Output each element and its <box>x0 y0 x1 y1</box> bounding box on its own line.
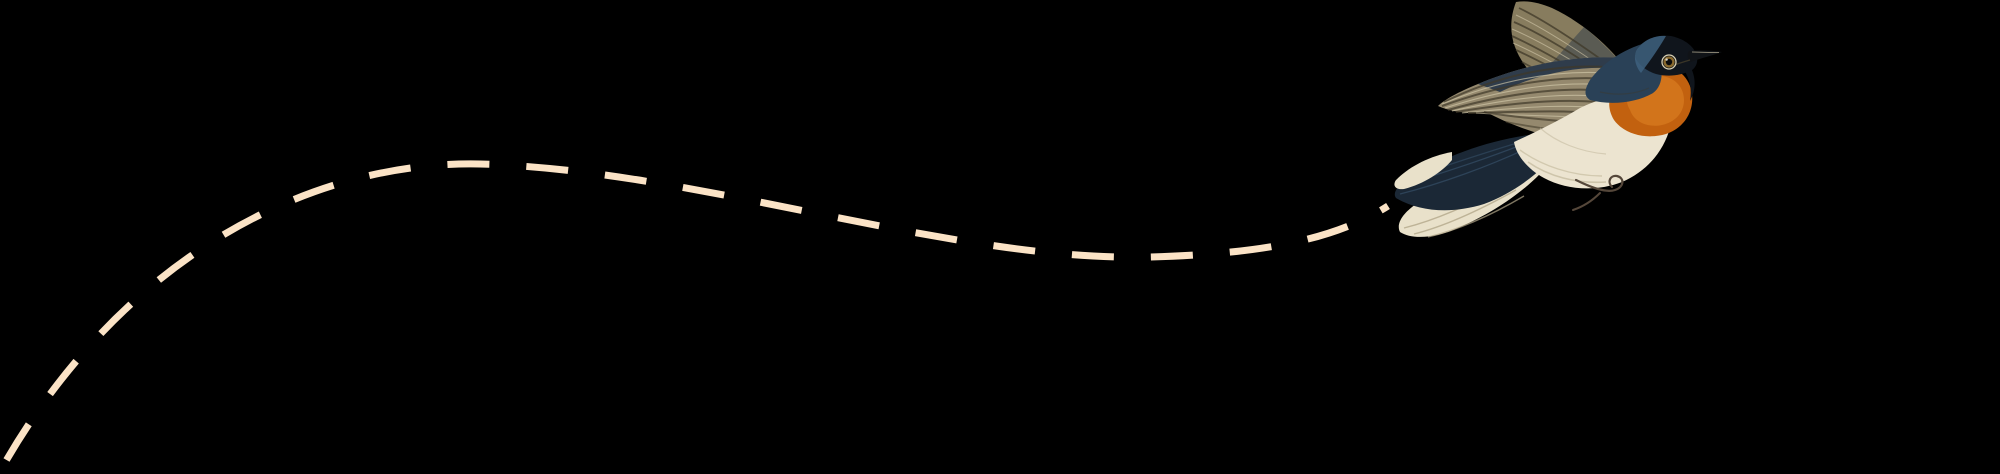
flying-swallow-illustration <box>1394 1 1722 238</box>
dashed-flight-path <box>0 160 1390 474</box>
bird-eye <box>1661 54 1677 70</box>
bird-feet <box>1572 174 1624 211</box>
bird-face-mask <box>1684 68 1695 101</box>
